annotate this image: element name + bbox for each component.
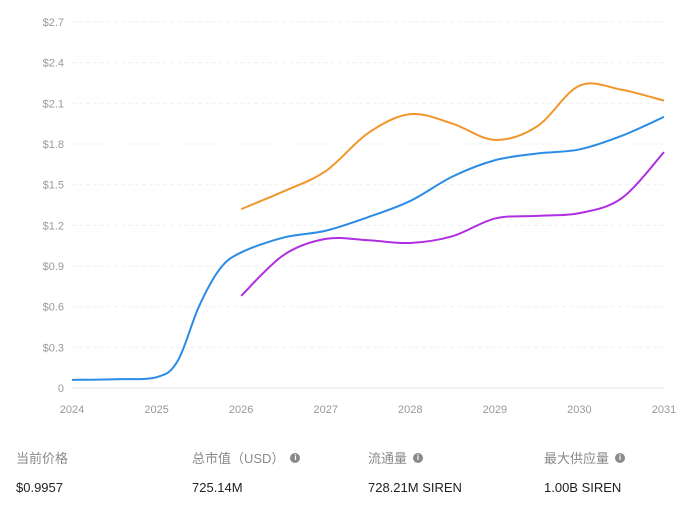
info-icon[interactable]: i [290, 452, 301, 463]
stat-circulating-supply: 流通量 i 728.21M SIREN [368, 448, 462, 495]
x-tick-label: 2024 [60, 404, 84, 416]
info-icon[interactable]: i [615, 452, 626, 463]
stat-value: 728.21M SIREN [368, 480, 462, 495]
y-tick-label: $1.5 [43, 180, 64, 192]
x-tick-label: 2028 [398, 404, 422, 416]
stat-value: 1.00B SIREN [544, 480, 622, 495]
stat-value: 725.14M [192, 480, 243, 495]
stat-label: 最大供应量 [544, 451, 610, 466]
stat-label: 总市值（USD） [192, 451, 285, 466]
series-line-1 [240, 82, 665, 210]
stat-value: $0.9957 [16, 480, 63, 495]
x-tick-label: 2031 [652, 404, 676, 416]
y-tick-label: $0.3 [43, 342, 64, 354]
y-tick-label: 0 [58, 383, 64, 395]
x-tick-label: 2026 [229, 404, 253, 416]
x-tick-label: 2030 [567, 404, 591, 416]
series-line-0 [71, 115, 665, 381]
info-icon[interactable]: i [413, 452, 424, 463]
stat-label: 当前价格 [16, 451, 69, 466]
y-tick-label: $0.6 [43, 302, 64, 314]
stat-current-price: 当前价格 $0.9957 [16, 448, 68, 495]
y-tick-label: $1.2 [43, 220, 64, 232]
series-line-2 [240, 151, 665, 297]
stat-max-supply: 最大供应量 i 1.00B SIREN [544, 448, 626, 495]
x-tick-label: 2025 [144, 404, 168, 416]
x-tick-label: 2029 [483, 404, 507, 416]
stat-market-cap: 总市值（USD） i 725.14M [192, 448, 301, 495]
y-tick-label: $2.4 [43, 58, 64, 70]
y-tick-label: $0.9 [43, 261, 64, 273]
x-tick-label: 2027 [313, 404, 337, 416]
stat-label: 流通量 [368, 451, 408, 466]
y-tick-label: $2.1 [43, 98, 64, 110]
y-tick-label: $1.8 [43, 139, 64, 151]
y-tick-label: $2.7 [43, 17, 64, 29]
price-chart: 0 $0.3 $0.6 $0.9 $1.2 $1.5 $1.8 $2.1 $2.4 $2.7 202… [43, 17, 677, 416]
